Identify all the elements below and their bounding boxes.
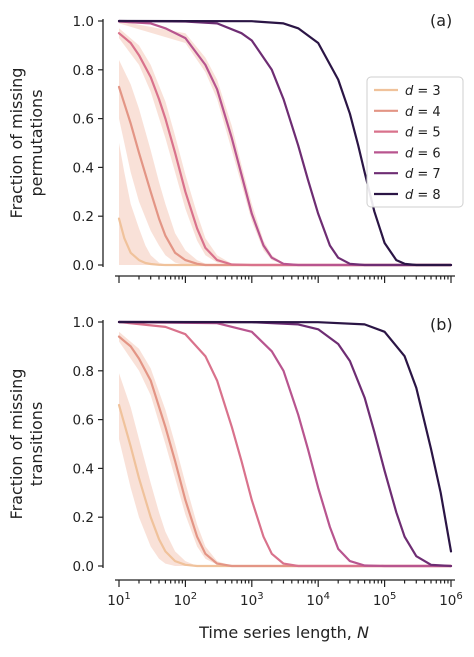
legend-label-d4: d = 4 [405, 105, 441, 120]
series-line-b-d3 [117, 403, 453, 568]
panel-b-confidence-bands [119, 331, 232, 566]
y-tick-label-b-0: 0.0 [73, 559, 94, 575]
series-line-a-d7 [117, 19, 453, 267]
x-tick-label-4: 104 [306, 591, 330, 609]
y-tick-label-a-0: 0.0 [73, 258, 94, 274]
panel-b-ylabel-line2: transitions [27, 402, 46, 487]
series-line-a-d5 [117, 32, 453, 267]
x-tick-label-5: 105 [373, 591, 397, 609]
panel-a-axes: 0.0 0.2 0.4 0.6 0.8 1.0 [73, 14, 455, 283]
confidence-band-b-1 [119, 331, 232, 566]
y-tick-label-a-2: 0.4 [73, 160, 94, 176]
panel-b-axes: 0.0 0.2 0.4 0.6 0.8 1.0 101 102 103 104 105 106 [73, 315, 463, 609]
legend-label-d3: d = 3 [405, 84, 441, 99]
y-tick-label-b-5: 1.0 [73, 315, 94, 331]
series-line-b-d5 [117, 320, 453, 568]
legend-label-d6: d = 6 [405, 146, 441, 161]
y-tick-label-a-5: 1.0 [73, 14, 94, 30]
legend-label-d7: d = 7 [405, 167, 441, 182]
panel-b-ylabel-line1: Fraction of missing [7, 369, 26, 520]
confidence-band-a-0 [119, 143, 171, 265]
panel-a-series-lines [117, 19, 453, 267]
legend-box [366, 76, 464, 208]
panel-a-ylabel-line2: permutations [27, 89, 46, 196]
panel-b: Fraction of missing transitions 0.00.20.… [7, 315, 463, 609]
panel-a: Fraction of missing permutations 0.00.20… [7, 11, 464, 283]
confidence-band-b-0 [119, 373, 198, 566]
y-tick-label-b-3: 0.6 [73, 413, 94, 429]
y-tick-label-b-1: 0.2 [73, 510, 94, 526]
y-tick-label-a-3: 0.6 [73, 112, 94, 128]
series-line-a-d3 [117, 217, 453, 267]
series-line-b-d6 [117, 320, 453, 568]
series-line-a-d8 [117, 19, 453, 267]
legend: d = 3 d = 4 d = 5 d = 6 d = 7 d = 8 [366, 76, 464, 208]
confidence-band-a-1 [119, 60, 218, 265]
x-tick-label-6: 106 [439, 591, 463, 609]
y-tick-label-a-4: 0.8 [73, 63, 94, 79]
panel-a-confidence-bands [119, 21, 299, 265]
y-tick-label-b-2: 0.4 [73, 461, 94, 477]
panel-b-series-lines [117, 320, 453, 568]
y-tick-label-a-1: 0.2 [73, 209, 94, 225]
x-tick-label-2: 102 [174, 591, 198, 609]
y-tick-label-b-4: 0.8 [73, 364, 94, 380]
series-line-b-d7 [117, 320, 453, 568]
panel-a-ylabel-line1: Fraction of missing [7, 68, 26, 219]
x-tick-label-3: 103 [240, 591, 264, 609]
series-line-a-d4 [117, 85, 453, 267]
legend-label-d8: d = 8 [405, 188, 441, 203]
series-line-b-d4 [117, 335, 453, 568]
series-line-b-d8 [117, 320, 453, 553]
x-tick-label-1: 101 [107, 591, 131, 609]
panel-a-label: (a) [430, 11, 452, 30]
panel-b-label: (b) [430, 315, 453, 334]
series-line-a-d6 [117, 20, 453, 267]
x-axis-label: Time series length, N [198, 623, 369, 642]
legend-label-d5: d = 5 [405, 126, 441, 141]
confidence-band-a-2 [119, 28, 252, 265]
